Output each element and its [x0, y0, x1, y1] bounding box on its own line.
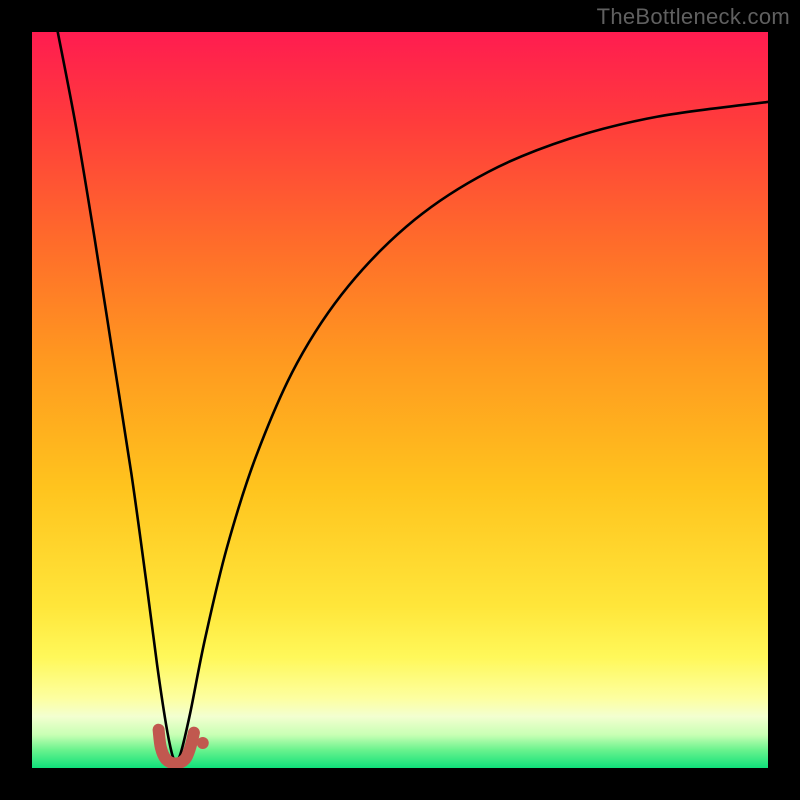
plot-area	[32, 32, 768, 768]
bottom-dot-marker	[197, 737, 209, 749]
curve-left-branch	[58, 32, 176, 762]
curve-right-branch	[176, 102, 768, 762]
watermark-text: TheBottleneck.com	[597, 4, 790, 30]
curve-layer	[32, 32, 768, 768]
bottom-u-marker	[159, 730, 194, 764]
